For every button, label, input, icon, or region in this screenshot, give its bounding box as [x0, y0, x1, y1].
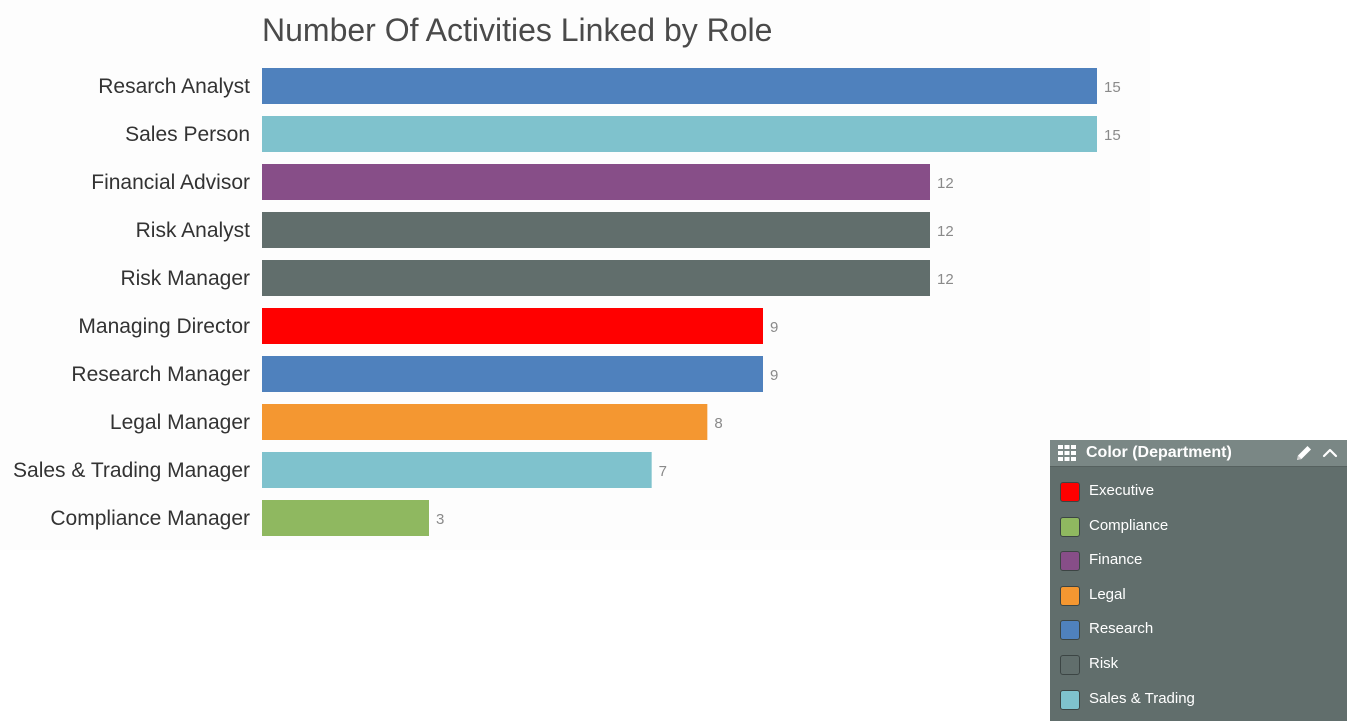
- bar-value-label: 15: [1104, 127, 1121, 144]
- legend-swatch: [1060, 551, 1080, 572]
- bar-value-label: 12: [937, 223, 954, 240]
- legend-label: Sales & Trading: [1089, 689, 1195, 707]
- legend-label: Compliance: [1089, 516, 1169, 534]
- bar-category-label: Risk Analyst: [136, 219, 251, 242]
- legend-item[interactable]: Finance: [1058, 549, 1338, 575]
- bar-value-label: 9: [770, 319, 778, 336]
- bar-category-label: Risk Manager: [120, 267, 250, 290]
- bar-value-label: 9: [770, 367, 778, 384]
- legend-label: Research: [1089, 620, 1154, 638]
- bar-category-label: Compliance Manager: [50, 507, 250, 530]
- bar-value-label: 8: [714, 415, 722, 432]
- bar-value-label: 15: [1104, 79, 1121, 96]
- legend-title: Color (Department): [1086, 444, 1232, 461]
- legend-item[interactable]: Legal: [1058, 584, 1338, 610]
- bar-category-label: Research Manager: [71, 363, 250, 386]
- legend-item[interactable]: Risk: [1058, 653, 1338, 679]
- chart-area: Number Of Activities Linked by Role Resa…: [13, 12, 1121, 536]
- legend-label: Finance: [1089, 551, 1143, 569]
- legend-label: Risk: [1089, 655, 1119, 672]
- legend-swatch: [1060, 585, 1080, 606]
- legend-item[interactable]: Sales & Trading: [1058, 688, 1338, 714]
- bar[interactable]: [262, 308, 763, 344]
- legend-swatch: [1060, 620, 1080, 641]
- bar[interactable]: [262, 68, 1097, 104]
- bar[interactable]: [262, 260, 930, 296]
- bar-value-label: 3: [436, 511, 444, 528]
- bar[interactable]: [262, 452, 652, 488]
- bar-category-label: Financial Advisor: [91, 171, 250, 194]
- bar-chart: Resarch Analyst 15 Sales Person 15 Financial…: [13, 68, 1121, 536]
- legend-label: Legal: [1089, 585, 1126, 603]
- legend-swatch: [1060, 482, 1080, 502]
- bar[interactable]: [262, 500, 429, 536]
- bar-value-label: 7: [659, 463, 667, 480]
- bar-category-label: Sales Person: [125, 123, 250, 146]
- bar-category-label: Sales & Trading Manager: [13, 459, 250, 482]
- bar[interactable]: [262, 116, 1097, 152]
- chart-title: Number Of Activities Linked by Role: [262, 12, 773, 48]
- legend-item[interactable]: Compliance: [1058, 515, 1338, 541]
- bar-category-label: Legal Manager: [110, 411, 250, 434]
- bar[interactable]: [262, 212, 930, 248]
- legend-swatch: [1060, 689, 1080, 710]
- legend-swatch: [1060, 516, 1080, 537]
- chevron-up-icon[interactable]: [1320, 443, 1340, 463]
- bar-value-label: 12: [937, 175, 954, 192]
- bar[interactable]: [262, 356, 763, 392]
- bar-category-label: Managing Director: [78, 315, 250, 338]
- grid-icon: [1058, 445, 1076, 461]
- legend-swatch: [1060, 655, 1080, 675]
- bar[interactable]: [262, 404, 708, 440]
- legend-item[interactable]: Executive: [1058, 480, 1338, 506]
- legend-label: Executive: [1089, 482, 1155, 499]
- bar[interactable]: [262, 164, 930, 200]
- pencil-icon[interactable]: [1294, 443, 1314, 463]
- legend-header: Color (Department): [1050, 440, 1347, 467]
- bar-value-label: 12: [937, 271, 954, 288]
- color-legend-panel: Color (Department) Executive Compliance Fi…: [1050, 440, 1347, 721]
- legend-item[interactable]: Research: [1058, 618, 1338, 644]
- bar-category-label: Resarch Analyst: [98, 75, 250, 98]
